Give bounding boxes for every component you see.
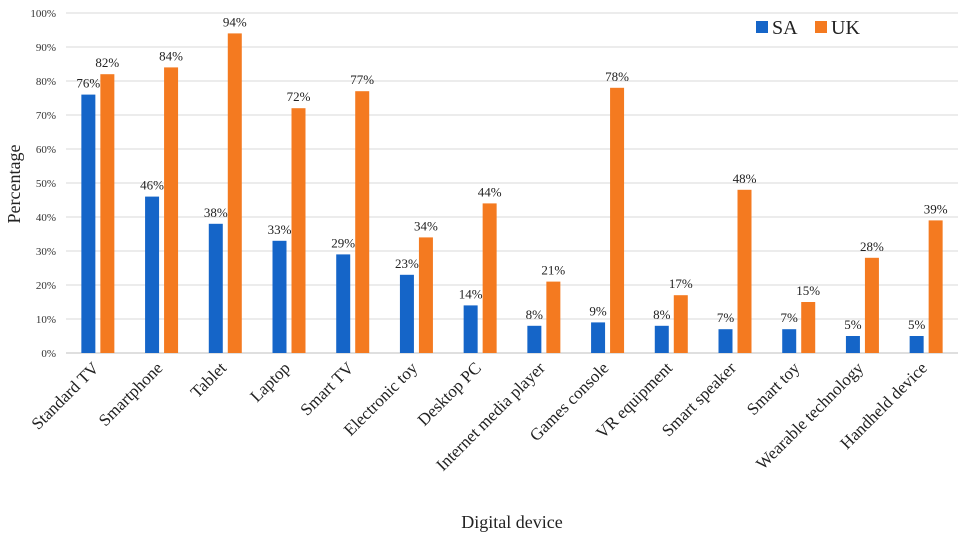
bar-sa: [782, 329, 797, 353]
data-label-sa: 14%: [459, 286, 483, 301]
bar-sa: [399, 274, 414, 353]
category-label: Internet media player: [432, 358, 548, 474]
bar-sa: [463, 305, 478, 353]
y-tick-label: 20%: [36, 280, 56, 292]
data-label-uk: 21%: [541, 263, 565, 278]
data-label-sa: 5%: [844, 317, 862, 332]
bars: [81, 33, 943, 354]
data-label-sa: 5%: [908, 317, 926, 332]
data-label-uk: 78%: [605, 69, 629, 84]
x-axis-title: Digital device: [461, 512, 562, 532]
category-label: Wearable technology: [752, 358, 867, 473]
legend-swatch-sa: [756, 21, 768, 33]
bar-sa: [272, 240, 287, 353]
y-tick-label: 40%: [36, 212, 56, 224]
data-label-sa: 7%: [781, 310, 799, 325]
data-label-uk: 84%: [159, 48, 183, 63]
data-label-uk: 44%: [478, 184, 502, 199]
data-label-uk: 28%: [860, 239, 884, 254]
bar-uk: [355, 91, 370, 353]
legend-label-uk: UK: [831, 17, 860, 39]
bar-uk: [737, 189, 752, 353]
data-labels: 76% 82% 46% 84% 38% 94% 33% 72% 29% 77% 23% 34% 14% 4…: [76, 14, 947, 332]
bar-uk: [418, 237, 433, 353]
category-label: Smart toy: [743, 358, 804, 419]
gridlines: [66, 12, 958, 354]
data-label-sa: 38%: [204, 205, 228, 220]
y-tick-label: 50%: [36, 178, 56, 190]
data-label-sa: 33%: [268, 222, 292, 237]
data-label-uk: 72%: [287, 89, 311, 104]
legend: SA UK: [756, 17, 860, 39]
bar-sa: [718, 329, 733, 353]
legend-label-sa: SA: [772, 17, 798, 39]
category-label: Tablet: [187, 358, 230, 401]
data-label-sa: 8%: [653, 307, 671, 322]
legend-swatch-uk: [815, 21, 827, 33]
data-label-sa: 8%: [526, 307, 544, 322]
bar-uk: [610, 87, 625, 354]
data-label-sa: 29%: [331, 235, 355, 250]
data-label-sa: 7%: [717, 310, 735, 325]
y-tick-label: 80%: [36, 76, 56, 88]
data-label-uk: 77%: [350, 72, 374, 87]
data-label-uk: 34%: [414, 218, 438, 233]
bar-sa: [591, 322, 606, 353]
bar-uk: [673, 295, 688, 353]
data-label-sa: 23%: [395, 256, 419, 271]
bar-uk: [482, 203, 497, 353]
bar-uk: [864, 257, 879, 353]
data-label-uk: 82%: [95, 55, 119, 70]
bar-uk: [164, 67, 179, 354]
data-label-uk: 17%: [669, 276, 693, 291]
bar-uk: [546, 281, 561, 353]
bar-uk: [100, 74, 115, 353]
y-tick-label: 60%: [36, 144, 56, 156]
category-label: Smart TV: [297, 358, 358, 419]
bar-uk: [227, 33, 242, 354]
bar-sa: [336, 254, 351, 353]
bar-uk: [928, 220, 943, 353]
bar-sa: [208, 223, 223, 353]
y-tick-label: 0%: [41, 348, 56, 360]
y-tick-label: 70%: [36, 110, 56, 122]
bar-sa: [145, 196, 160, 353]
bar-uk: [291, 108, 306, 353]
y-axis-ticks: 0% 10% 20% 30% 40% 50% 60% 70% 80% 90% 100%: [30, 8, 56, 360]
category-label: Laptop: [246, 358, 293, 405]
bar-sa: [909, 336, 924, 353]
data-label-sa: 9%: [589, 303, 607, 318]
bar-sa: [81, 94, 96, 353]
data-label-uk: 15%: [796, 283, 820, 298]
bar-sa: [527, 325, 542, 353]
category-label: Smartphone: [95, 358, 167, 430]
bar-sa: [654, 325, 669, 353]
data-label-sa: 46%: [140, 178, 164, 193]
y-tick-label: 90%: [36, 42, 56, 54]
y-tick-label: 100%: [30, 8, 56, 20]
data-label-uk: 48%: [733, 171, 757, 186]
bar-sa: [845, 336, 860, 353]
data-label-uk: 39%: [924, 201, 948, 216]
y-tick-label: 10%: [36, 314, 56, 326]
data-label-uk: 94%: [223, 14, 247, 29]
category-label: Standard TV: [28, 358, 103, 433]
data-label-sa: 76%: [76, 76, 100, 91]
bar-uk: [801, 302, 816, 353]
y-tick-label: 30%: [36, 246, 56, 258]
y-axis-title: Percentage: [4, 145, 24, 224]
